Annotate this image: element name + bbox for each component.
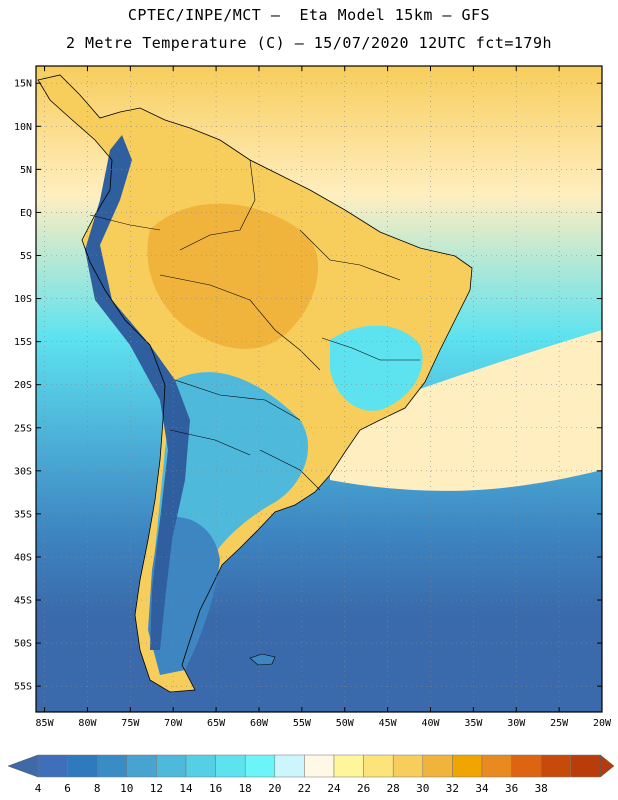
lat-label: 30S [14,466,32,477]
falkland-islands [249,653,276,666]
colorbar-label: 20 [268,782,281,795]
colorbar-segment [363,754,394,778]
colorbar-label: 28 [387,782,400,795]
colorbar-label: 32 [446,782,459,795]
chart-title: CPTEC/INPE/MCT – Eta Model 15km – GFS [127,6,491,24]
lon-label: 70W [164,718,183,729]
lon-label: 65W [207,718,226,729]
lat-label: 15N [14,79,32,90]
lat-label: 20S [14,380,32,391]
chart-subtitle: 2 Metre Temperature (C) – 15/07/2020 12U… [65,34,553,52]
lon-label: 80W [78,718,97,729]
colorbar-low-arrow [7,754,39,778]
colorbar-segment [215,754,246,778]
colorbar-segment [67,754,98,778]
lon-label: 35W [464,718,483,729]
colorbar-label: 22 [298,782,311,795]
colorbar: 4 6 8 10 12 14 16 18 20 22 24 26 28 30 32 34 36 38 [7,754,615,795]
colorbar-segment [156,754,187,778]
lat-label: EQ [20,208,32,219]
lat-label: 15S [14,337,32,348]
lon-label: 40W [421,718,440,729]
colorbar-segment [452,754,483,778]
colorbar-segment [540,754,572,778]
brazil-highlands [330,325,423,411]
colorbar-label: 38 [535,782,548,795]
colorbar-label: 6 [64,782,71,795]
colorbar-label: 34 [475,782,489,795]
colorbar-segment [570,754,601,778]
lon-label: 60W [250,718,269,729]
colorbar-label: 14 [179,782,193,795]
colorbar-label: 18 [239,782,252,795]
colorbar-segment [96,754,128,778]
colorbar-segment [392,754,424,778]
colorbar-label: 8 [94,782,101,795]
latitude-axis: 15N 10N 5N EQ 5S 10S 15S 20S 25S 30S 35S 40S 45S 50S 5… [14,79,602,693]
lon-label: 55W [293,718,312,729]
colorbar-segment [481,754,512,778]
colorbar-label: 4 [35,782,42,795]
colorbar-label: 26 [357,782,370,795]
lat-label: 45S [14,596,32,607]
lon-label: 50W [336,718,355,729]
colorbar-label: 36 [505,782,518,795]
lat-label: 55S [14,682,32,693]
lat-label: 35S [14,509,32,520]
lon-label: 30W [507,718,526,729]
lat-label: 40S [14,552,32,563]
colorbar-segment [304,754,335,778]
colorbar-segment [126,754,157,778]
lat-label: 10N [14,122,32,133]
map-frame [35,65,603,713]
lat-label: 5S [20,251,32,262]
coastline [37,74,473,693]
lon-label: 25W [550,718,569,729]
lat-label: 5N [20,165,32,176]
lon-label: 85W [36,718,55,729]
lat-label: 25S [14,423,32,434]
lon-label: 75W [121,718,140,729]
colorbar-label: 10 [120,782,133,795]
lon-label: 45W [379,718,398,729]
colorbar-segment [333,754,364,778]
colorbar-label: 30 [416,782,429,795]
lat-label: 10S [14,294,32,305]
south-america-landmass [38,75,472,692]
colorbar-segment [511,754,542,778]
colorbar-label: 24 [327,782,341,795]
colorbar-label: 12 [150,782,163,795]
colorbar-segment [37,754,68,778]
hot-interior [147,203,319,349]
longitude-axis: 85W 80W 75W 70W 65W 60W 55W 50W 45W 40W 35W 30W 25W 2… [36,66,612,729]
andes-cold-spine [85,135,190,650]
lon-label: 20W [593,718,612,729]
atlantic-warm-band [330,330,602,491]
colorbar-segment [274,754,305,778]
colorbar-high-arrow [600,754,615,778]
country-borders [89,159,420,491]
colorbar-segment [185,754,216,778]
colorbar-segment [422,754,453,778]
colorbar-label: 16 [209,782,222,795]
colorbar-segment [244,754,276,778]
lat-label: 50S [14,639,32,650]
